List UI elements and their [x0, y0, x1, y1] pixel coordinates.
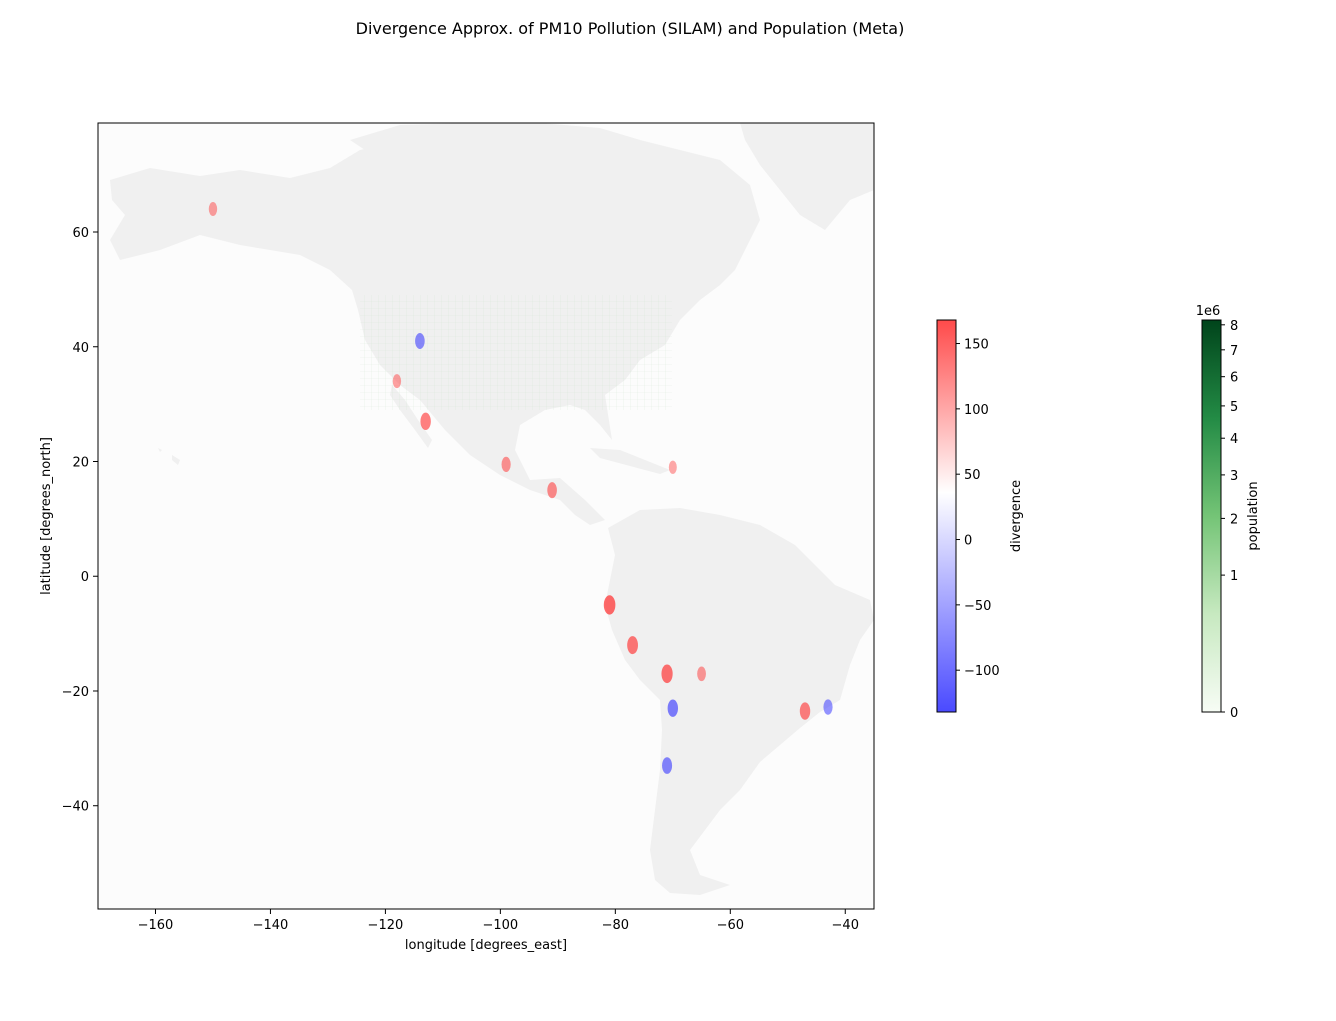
- population-tick-label: 2: [1230, 512, 1238, 527]
- population-tick-label: 6: [1230, 371, 1238, 386]
- divergence-hotspot: [662, 757, 673, 774]
- map-frame: [97, 122, 875, 910]
- divergence-hotspot: [697, 666, 706, 682]
- divergence-colorbar-gradient: [936, 319, 957, 713]
- y-axis-label: latitude [degrees_north]: [39, 437, 54, 595]
- land-layer: [110, 123, 874, 895]
- x-tick-label: −100: [483, 918, 519, 933]
- divergence-hotspots: [208, 202, 833, 774]
- arctic-islands: [350, 123, 640, 165]
- y-axis-ticks: −40 −20 0 20 40 60: [62, 226, 98, 815]
- divergence-colorbar: 150 100 50 0 −50 −100 divergence: [936, 319, 1024, 713]
- x-tick-label: −60: [717, 918, 744, 933]
- caribbean-islands: [590, 448, 670, 474]
- x-tick-label: −160: [138, 918, 174, 933]
- population-tick-label: 1: [1230, 569, 1238, 584]
- divergence-hotspot: [208, 202, 218, 217]
- y-tick-label: 60: [72, 226, 89, 241]
- y-tick-label: 20: [72, 455, 89, 470]
- x-axis-label: longitude [degrees_east]: [405, 938, 567, 953]
- divergence-hotspot: [501, 456, 511, 473]
- divergence-tick-label: 50: [964, 468, 981, 483]
- population-tick-label: 7: [1230, 344, 1238, 359]
- x-tick-label: −80: [602, 918, 629, 933]
- x-axis-ticks: −160 −140 −120 −100 −80 −60 −40: [138, 909, 859, 933]
- divergence-tick-label: 0: [964, 534, 972, 549]
- divergence-hotspot: [603, 595, 616, 615]
- divergence-hotspot: [661, 664, 673, 684]
- divergence-colorbar-label: divergence: [1009, 480, 1024, 552]
- population-colorbar-label: population: [1246, 481, 1261, 550]
- divergence-hotspot: [627, 636, 638, 655]
- divergence-hotspot: [668, 460, 677, 474]
- y-tick-label: 0: [81, 570, 89, 585]
- y-tick-label: −20: [62, 685, 89, 700]
- divergence-hotspot: [667, 699, 679, 717]
- x-tick-label: −120: [368, 918, 404, 933]
- south-america-landmass: [605, 508, 874, 895]
- y-tick-label: 40: [72, 341, 89, 356]
- divergence-hotspot: [823, 699, 833, 715]
- population-tick-label: 5: [1230, 400, 1238, 415]
- x-tick-label: −40: [832, 918, 859, 933]
- figure-title: Divergence Approx. of PM10 Pollution (SI…: [356, 19, 905, 38]
- x-tick-label: −140: [253, 918, 289, 933]
- map-axes: −160 −140 −120 −100 −80 −60 −40 −40−200204060 …: [39, 122, 875, 953]
- divergence-hotspot: [392, 374, 402, 389]
- divergence-hotspot: [415, 333, 425, 350]
- greenland: [740, 123, 874, 230]
- divergence-colorbar-ticks: 150 100 50 0 −50 −100: [956, 338, 1000, 679]
- population-tick-label: 8: [1230, 319, 1238, 334]
- divergence-tick-label: −50: [964, 599, 991, 614]
- y-tick-label: −40: [62, 800, 89, 815]
- population-colorbar-gradient: [1201, 319, 1222, 713]
- population-tick-label: 3: [1230, 469, 1238, 484]
- divergence-tick-label: 150: [964, 338, 989, 353]
- population-tick-label: 0: [1230, 706, 1238, 721]
- divergence-hotspot: [547, 482, 557, 499]
- population-colorbar-offset: 1e6: [1196, 304, 1221, 319]
- divergence-hotspot: [799, 702, 811, 720]
- population-colorbar-ticks: 8 7 6 5 4 3 2 1 0: [1221, 319, 1238, 721]
- hawaii-islands: [158, 448, 180, 465]
- divergence-tick-label: −100: [964, 664, 1000, 679]
- divergence-tick-label: 100: [964, 403, 989, 418]
- population-grid-overlay: [360, 295, 672, 410]
- population-colorbar: 1e6 8 7 6 5 4 3 2 1 0 population: [1196, 304, 1261, 721]
- divergence-hotspot: [420, 412, 431, 431]
- population-tick-label: 4: [1230, 432, 1238, 447]
